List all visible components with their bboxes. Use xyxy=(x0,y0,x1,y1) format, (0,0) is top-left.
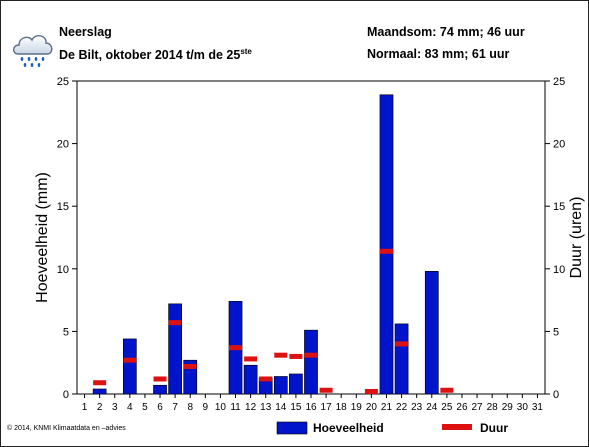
bar-day-2 xyxy=(92,388,107,395)
bar-day-12 xyxy=(243,364,258,395)
duur-marker-day-25 xyxy=(440,387,454,393)
y-tick-label: 20 xyxy=(57,139,69,151)
x-tick-label: 27 xyxy=(472,402,484,413)
bar-day-16 xyxy=(304,329,318,395)
y-tick-label: 0 xyxy=(63,389,69,401)
y2-axis-label: Duur (uren) xyxy=(568,197,585,279)
x-tick-label: 24 xyxy=(426,402,438,413)
y2-tick-label: 25 xyxy=(553,76,565,88)
bar-day-6 xyxy=(153,384,167,395)
x-tick-label: 9 xyxy=(203,402,209,413)
normal-text: Normaal: 83 mm; 61 uur xyxy=(367,47,510,61)
x-tick-label: 1 xyxy=(82,402,88,413)
duur-marker-day-6 xyxy=(153,376,167,382)
x-tick-label: 10 xyxy=(215,402,227,413)
x-tick-label: 14 xyxy=(275,402,287,413)
bar-day-14 xyxy=(273,376,288,395)
y-axis-label: Hoeveelheid (mm) xyxy=(34,172,51,303)
chart-subtitle-text: De Bilt, oktober 2014 t/m de 25 xyxy=(59,48,241,63)
bar-day-7 xyxy=(168,303,182,395)
x-tick-label: 12 xyxy=(245,402,257,413)
duur-marker-day-12 xyxy=(244,356,258,362)
bar-day-22 xyxy=(394,323,409,395)
y-tick-label: 10 xyxy=(57,264,69,276)
bar-day-4 xyxy=(122,338,137,395)
duur-marker-day-17 xyxy=(319,387,333,393)
bar-day-21 xyxy=(379,94,394,395)
x-tick-label: 17 xyxy=(321,402,333,413)
duur-marker-day-2 xyxy=(93,380,107,386)
x-tick-label: 19 xyxy=(351,402,363,413)
x-tick-label: 5 xyxy=(142,402,148,413)
x-tick-label: 2 xyxy=(97,402,103,413)
x-tick-label: 8 xyxy=(187,402,193,413)
duur-marker-day-8 xyxy=(183,363,197,369)
duur-marker-day-13 xyxy=(259,376,273,382)
y-tick-label: 15 xyxy=(57,201,69,213)
rain-cloud-icon xyxy=(12,35,53,67)
x-tick-label: 11 xyxy=(230,402,241,413)
x-tick-label: 21 xyxy=(381,402,393,413)
legend-label-hoeveelheid: Hoeveelheid xyxy=(313,421,384,435)
x-tick-label: 25 xyxy=(441,402,453,413)
x-tick-label: 7 xyxy=(172,402,178,413)
y2-tick-label: 15 xyxy=(553,201,565,213)
duur-marker-day-15 xyxy=(289,353,303,359)
chart-title: Neerslag xyxy=(59,25,112,39)
duur-marker-day-20 xyxy=(364,388,378,394)
x-tick-label: 26 xyxy=(456,402,468,413)
x-tick-label: 6 xyxy=(157,402,163,413)
x-tick-label: 29 xyxy=(502,402,514,413)
x-tick-label: 22 xyxy=(396,402,408,413)
legend-swatch-duur xyxy=(442,424,472,430)
legend-swatch-hoeveelheid xyxy=(276,421,308,435)
chart-subtitle: De Bilt, oktober 2014 t/m de 25ste xyxy=(59,47,252,62)
x-tick-label: 3 xyxy=(112,402,118,413)
x-tick-label: 16 xyxy=(305,402,317,413)
y2-tick-label: 20 xyxy=(553,139,565,151)
y-tick-label: 5 xyxy=(63,326,69,338)
x-tick-label: 30 xyxy=(517,402,529,413)
y2-tick-label: 5 xyxy=(553,326,559,338)
x-tick-label: 31 xyxy=(532,402,544,413)
y-tick-label: 25 xyxy=(57,76,69,88)
x-tick-label: 20 xyxy=(366,402,378,413)
x-tick-label: 13 xyxy=(260,402,272,413)
duur-marker-day-7 xyxy=(168,320,182,326)
duur-marker-day-22 xyxy=(395,341,409,347)
duur-marker-day-14 xyxy=(274,352,288,358)
y2-tick-label: 0 xyxy=(553,389,559,401)
duur-marker-day-4 xyxy=(123,357,137,363)
bar-day-15 xyxy=(289,373,303,395)
duur-marker-day-11 xyxy=(229,345,243,351)
y2-tick-label: 10 xyxy=(553,264,565,276)
x-tick-label: 15 xyxy=(290,402,302,413)
x-tick-label: 4 xyxy=(127,402,133,413)
copyright-text: © 2014, KNMI Klimaatdata en –advies xyxy=(7,425,126,432)
duur-marker-day-21 xyxy=(379,248,393,254)
duur-marker-day-16 xyxy=(304,352,318,358)
x-tick-label: 28 xyxy=(487,402,499,413)
bar-day-24 xyxy=(424,271,439,395)
x-tick-label: 23 xyxy=(411,402,423,413)
month-sum-text: Maandsom: 74 mm; 46 uur xyxy=(367,25,525,39)
chart-subtitle-sup: ste xyxy=(240,47,252,56)
x-tick-label: 18 xyxy=(336,402,348,413)
legend-label-duur: Duur xyxy=(480,421,508,435)
